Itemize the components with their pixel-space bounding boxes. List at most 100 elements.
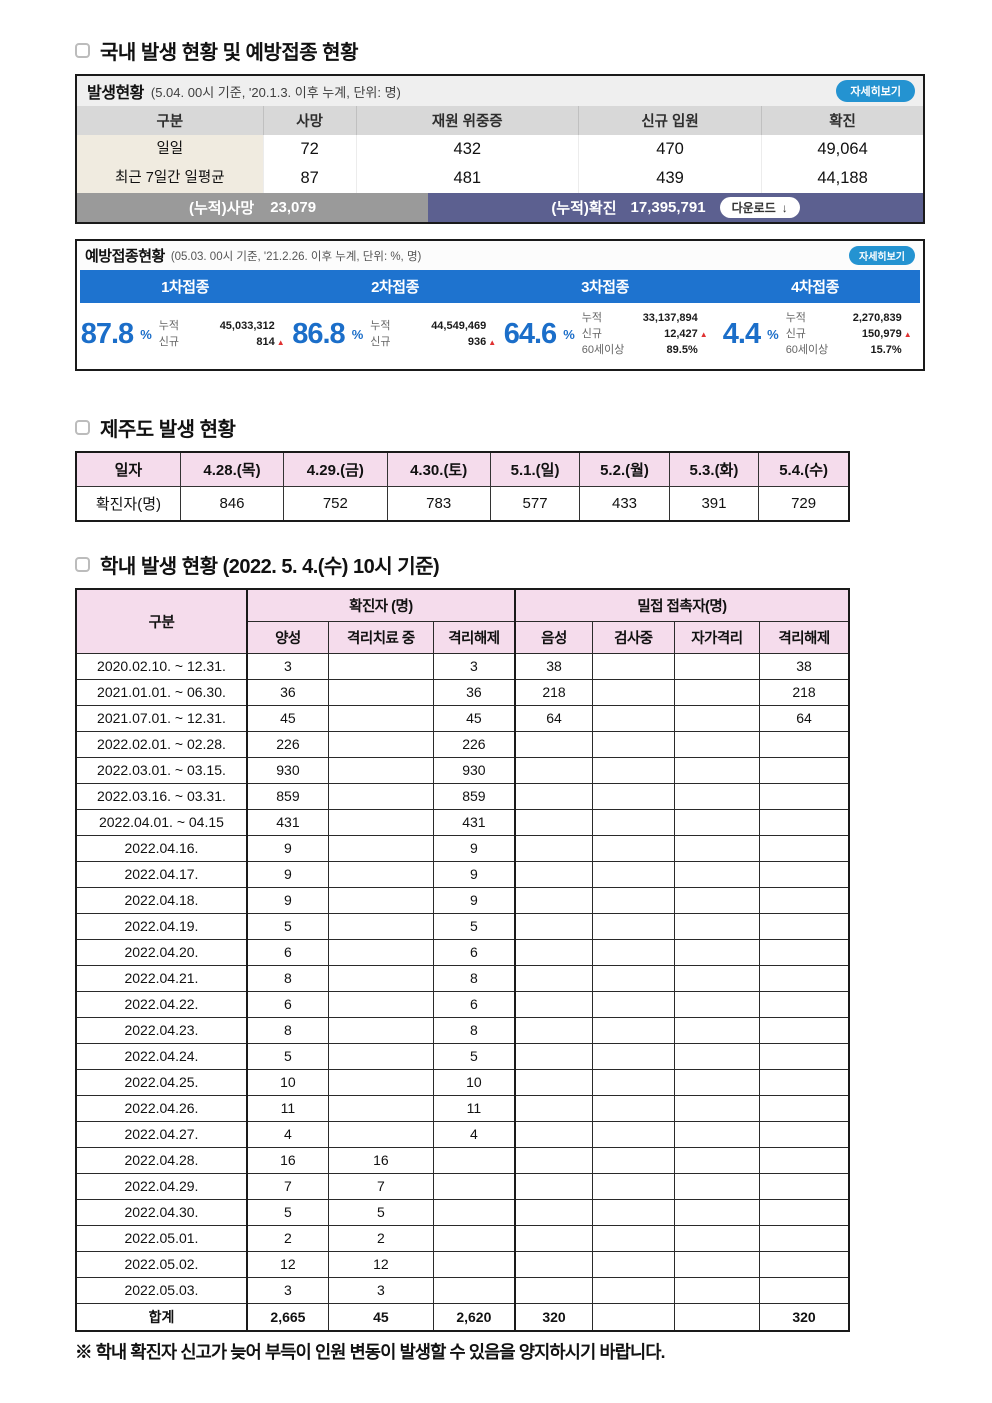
jeju-value-cell: 846	[179, 485, 285, 522]
school-value-cell	[673, 990, 761, 1018]
school-sub-header-row: 양성 격리치료 중 격리해제 음성 검사중 자가격리 격리해제	[76, 620, 850, 654]
school-period-cell: 2021.07.01. ~ 12.31.	[75, 704, 248, 732]
school-value-cell	[327, 1016, 434, 1044]
school-period-cell: 2022.04.20.	[75, 938, 248, 966]
school-value-cell	[513, 782, 594, 810]
occurrence-value-cell: 432	[355, 135, 579, 164]
school-value-cell	[592, 964, 675, 992]
jeju-row-label: 확진자(명)	[75, 485, 181, 522]
school-value-cell	[673, 1042, 761, 1070]
school-value-cell: 6	[245, 938, 329, 966]
up-arrow-icon: ▲	[699, 330, 708, 340]
school-value-cell	[513, 834, 594, 862]
vaccination-stat-value: 45,033,312	[219, 319, 275, 332]
school-table-row: 2022.04.16. 9 9	[75, 834, 850, 862]
school-value-cell	[759, 1250, 850, 1278]
jeju-value-cell: 433	[579, 485, 670, 522]
school-col-in-treatment: 격리치료 중	[327, 620, 434, 654]
school-value-cell	[513, 860, 594, 888]
school-value-cell	[759, 912, 850, 940]
school-value-cell	[513, 808, 594, 836]
vaccination-stat-key: 60세이상	[785, 343, 829, 356]
occurrence-footer: (누적)사망 23,079 (누적)확진 17,395,791 다운로드 ↓	[77, 193, 923, 222]
school-value-cell: 8	[245, 1016, 329, 1044]
school-value-cell: 10	[432, 1068, 516, 1096]
school-period-cell: 2022.05.01.	[75, 1224, 248, 1252]
school-table-row: 2021.01.01. ~ 06.30. 36 36 218 218	[75, 678, 850, 706]
school-group-header-row: 구분 확진자 (명) 밀접 접촉자(명)	[75, 588, 850, 654]
school-value-cell	[327, 1094, 434, 1122]
jeju-value-cell: 577	[489, 485, 581, 522]
school-value-cell	[592, 1120, 675, 1148]
school-value-cell	[759, 1068, 850, 1096]
school-value-cell: 431	[432, 808, 516, 836]
school-value-cell	[673, 678, 761, 706]
jeju-col-header: 4.29.(금)	[283, 451, 388, 487]
vaccination-percent-unit: %	[563, 327, 575, 343]
download-button[interactable]: 다운로드 ↓	[719, 197, 800, 218]
vaccination-status-box: 예방접종현황 (05.03. 00시 기준, '21.2.26. 이후 누계, …	[75, 239, 925, 371]
vaccination-dose-label: 2차접종	[371, 279, 419, 296]
school-period-cell: 합계	[75, 1302, 248, 1332]
school-table-row: 2022.04.22. 6 6	[75, 990, 850, 1018]
section-title-jeju: 제주도 발생 현황	[75, 413, 850, 442]
school-value-cell	[592, 652, 675, 680]
vaccination-stat-value: 2,270,839	[852, 312, 902, 324]
school-value-cell	[327, 1042, 434, 1070]
vaccination-stat-key: 신규	[581, 327, 602, 340]
school-value-cell	[432, 1250, 516, 1278]
school-period-cell: 2022.04.16.	[75, 834, 248, 862]
download-button-label: 다운로드	[731, 201, 776, 215]
school-table-row: 2022.04.29. 7 7	[75, 1172, 850, 1200]
school-value-cell: 226	[432, 730, 516, 758]
school-value-cell: 8	[245, 964, 329, 992]
school-value-cell	[327, 678, 434, 706]
school-value-cell	[513, 1198, 594, 1226]
school-value-cell	[759, 1016, 850, 1044]
vaccination-stat-key: 60세이상	[581, 343, 625, 356]
school-value-cell: 7	[245, 1172, 329, 1200]
school-value-cell	[673, 1198, 761, 1226]
vaccination-stat-value: 936	[467, 335, 487, 348]
school-table-row: 2022.02.01. ~ 02.28. 226 226	[75, 730, 850, 758]
school-table-row: 2022.04.18. 9 9	[75, 886, 850, 914]
vaccination-stat-value: 814	[256, 335, 275, 348]
school-value-cell	[327, 1120, 434, 1148]
school-value-cell	[673, 756, 761, 784]
school-table-row: 2022.04.30. 5 5	[75, 1198, 850, 1226]
school-value-cell	[327, 964, 434, 992]
vaccination-stat-key: 신규	[158, 335, 179, 348]
detail-view-button[interactable]: 자세히보기	[836, 80, 915, 102]
school-value-cell	[327, 808, 434, 836]
school-value-cell: 36	[432, 678, 516, 706]
detail-view-button[interactable]: 자세히보기	[849, 246, 915, 265]
vaccination-percent: 4.4	[722, 318, 761, 351]
occurrence-value-cell: 72	[262, 135, 357, 164]
vaccination-dose-group: 4.4% 누적 2,270,839 신규 150,979 ▲ 60세이상 15.7%	[712, 311, 924, 359]
school-value-cell	[592, 1250, 675, 1278]
school-value-cell: 11	[245, 1094, 329, 1122]
school-value-cell	[759, 834, 850, 862]
up-arrow-icon: ▲	[488, 338, 497, 348]
up-arrow-icon: ▲	[276, 338, 285, 348]
vaccination-stat-row: 신규 150,979 ▲	[786, 327, 912, 343]
occurrence-subtitle: (5.04. 00시 기준, '20.1.3. 이후 누계, 단위: 명)	[150, 84, 401, 100]
occurrence-col-header: 확진	[761, 106, 923, 135]
school-value-cell	[327, 704, 434, 732]
school-value-cell	[759, 1172, 850, 1200]
school-value-cell	[592, 1146, 675, 1174]
occurrence-value-cell: 470	[577, 135, 762, 164]
school-value-cell	[327, 652, 434, 680]
school-value-cell: 3	[432, 652, 516, 680]
school-period-cell: 2020.02.10. ~ 12.31.	[75, 652, 248, 680]
school-value-cell: 859	[245, 782, 329, 810]
vaccination-stat-list: 누적 44,549,469 신규 936 ▲	[370, 319, 496, 351]
cumulative-deaths-label: (누적)사망	[188, 200, 255, 217]
school-table-row: 2022.04.01. ~ 04.15 431 431	[75, 808, 850, 836]
school-col-negative: 음성	[513, 620, 594, 654]
jeju-col-header: 4.30.(토)	[386, 451, 491, 487]
school-value-cell: 45	[327, 1302, 434, 1332]
vaccination-stat-key: 신규	[785, 327, 806, 340]
school-value-cell	[592, 990, 675, 1018]
school-value-cell: 3	[327, 1276, 434, 1304]
